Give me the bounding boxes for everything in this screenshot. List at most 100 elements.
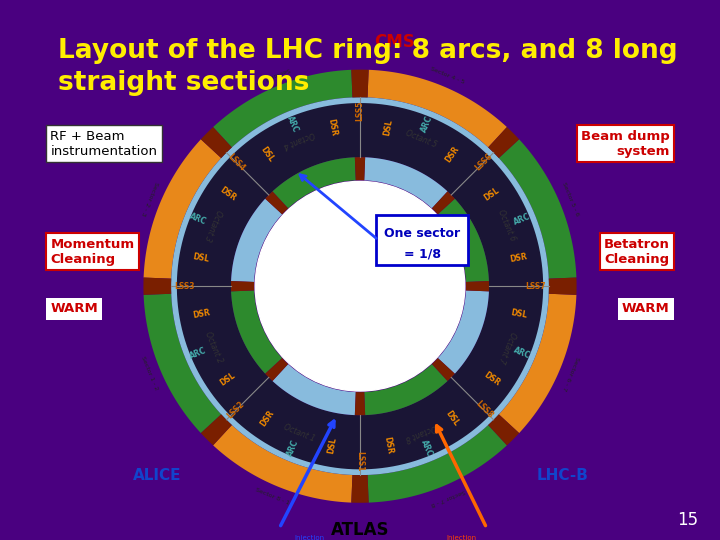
Text: DSR: DSR bbox=[326, 118, 338, 137]
Polygon shape bbox=[499, 294, 577, 433]
Polygon shape bbox=[143, 278, 171, 295]
Polygon shape bbox=[355, 157, 365, 180]
Polygon shape bbox=[438, 291, 489, 374]
Text: LSS4: LSS4 bbox=[226, 152, 247, 173]
Polygon shape bbox=[265, 358, 288, 381]
Text: Momentum
Cleaning: Momentum Cleaning bbox=[50, 238, 135, 266]
Text: ARC: ARC bbox=[189, 346, 208, 361]
Polygon shape bbox=[355, 392, 365, 415]
Polygon shape bbox=[488, 414, 519, 446]
Text: DSL: DSL bbox=[259, 145, 276, 164]
Text: Sector 2 - 3: Sector 2 - 3 bbox=[140, 181, 158, 217]
Polygon shape bbox=[466, 281, 489, 292]
Polygon shape bbox=[201, 414, 232, 446]
Polygon shape bbox=[231, 281, 254, 292]
Polygon shape bbox=[432, 191, 455, 214]
Text: ARC: ARC bbox=[189, 212, 208, 227]
Polygon shape bbox=[499, 139, 577, 279]
Polygon shape bbox=[143, 294, 221, 433]
Text: ARC: ARC bbox=[512, 346, 531, 361]
Text: DSR: DSR bbox=[509, 252, 528, 264]
Text: DSR: DSR bbox=[192, 308, 211, 320]
Polygon shape bbox=[367, 70, 507, 147]
Text: RF + Beam
instrumentation: RF + Beam instrumentation bbox=[50, 130, 158, 158]
Text: WARM: WARM bbox=[50, 302, 98, 315]
Text: LSS6: LSS6 bbox=[473, 152, 494, 173]
Text: LSS3: LSS3 bbox=[175, 282, 195, 291]
Text: Sector 7 - 8: Sector 7 - 8 bbox=[430, 488, 465, 506]
Text: Sector 5 - 6: Sector 5 - 6 bbox=[562, 181, 580, 217]
Text: WARM: WARM bbox=[622, 302, 670, 315]
Polygon shape bbox=[549, 278, 577, 295]
Polygon shape bbox=[351, 475, 369, 503]
Text: DSL: DSL bbox=[382, 118, 394, 136]
Polygon shape bbox=[272, 364, 356, 415]
Text: DSL: DSL bbox=[326, 436, 338, 454]
Text: ALICE: ALICE bbox=[133, 468, 181, 483]
Text: Octant 3: Octant 3 bbox=[202, 208, 224, 242]
Text: Layout of the LHC ring: 8 arcs, and 8 long
straight sections: Layout of the LHC ring: 8 arcs, and 8 lo… bbox=[58, 38, 678, 96]
Polygon shape bbox=[351, 70, 369, 97]
FancyBboxPatch shape bbox=[376, 215, 468, 266]
Text: Octant 4: Octant 4 bbox=[282, 129, 316, 150]
Text: DSR: DSR bbox=[482, 370, 502, 387]
Circle shape bbox=[255, 181, 465, 391]
Text: LSS2: LSS2 bbox=[226, 400, 247, 421]
Polygon shape bbox=[213, 70, 353, 147]
Text: 15: 15 bbox=[678, 511, 698, 529]
Polygon shape bbox=[265, 191, 288, 214]
Text: = 1/8: = 1/8 bbox=[404, 247, 441, 260]
Text: ARC: ARC bbox=[420, 114, 434, 134]
Text: ARC: ARC bbox=[286, 114, 300, 134]
Text: Sector 1 - 2: Sector 1 - 2 bbox=[140, 356, 158, 392]
Text: DSL: DSL bbox=[510, 308, 528, 320]
Text: LSS7: LSS7 bbox=[525, 282, 546, 291]
Text: ARC: ARC bbox=[420, 438, 434, 458]
Text: Octant 5: Octant 5 bbox=[404, 129, 438, 150]
Text: Sector 8 - 1: Sector 8 - 1 bbox=[255, 488, 290, 506]
Text: DSR: DSR bbox=[382, 436, 394, 455]
Text: Octant 8: Octant 8 bbox=[404, 423, 438, 443]
Polygon shape bbox=[201, 127, 232, 158]
Text: Sector 3 - 4: Sector 3 - 4 bbox=[255, 66, 291, 85]
Text: Betatron
Cleaning: Betatron Cleaning bbox=[604, 238, 670, 266]
Text: Octant 1: Octant 1 bbox=[282, 423, 316, 443]
Text: ARC: ARC bbox=[512, 212, 531, 227]
Text: CMS: CMS bbox=[374, 33, 415, 51]
Text: ATLAS: ATLAS bbox=[330, 521, 390, 539]
Polygon shape bbox=[231, 199, 282, 282]
Polygon shape bbox=[364, 364, 448, 415]
Text: DSR: DSR bbox=[258, 409, 276, 428]
Polygon shape bbox=[438, 199, 489, 282]
Text: Beam dump
system: Beam dump system bbox=[581, 130, 670, 158]
Text: LSS8: LSS8 bbox=[473, 400, 495, 421]
Polygon shape bbox=[171, 97, 549, 475]
Text: Octant 2: Octant 2 bbox=[202, 330, 224, 364]
Text: Injection: Injection bbox=[446, 535, 477, 540]
Text: DSL: DSL bbox=[444, 409, 461, 428]
Text: DSL: DSL bbox=[482, 185, 502, 202]
Text: LHC-B: LHC-B bbox=[537, 468, 589, 483]
Text: One sector: One sector bbox=[384, 227, 460, 240]
Polygon shape bbox=[367, 425, 507, 503]
Polygon shape bbox=[143, 139, 221, 279]
Polygon shape bbox=[272, 157, 356, 208]
Text: DSR: DSR bbox=[444, 144, 462, 164]
Text: Injection: Injection bbox=[294, 535, 325, 540]
Text: Sector 4 - 5: Sector 4 - 5 bbox=[430, 66, 465, 85]
Text: Sector 6 - 7: Sector 6 - 7 bbox=[562, 356, 580, 392]
Polygon shape bbox=[213, 425, 353, 503]
Text: LSS1: LSS1 bbox=[356, 451, 364, 471]
Text: DSL: DSL bbox=[192, 252, 210, 264]
Text: DSR: DSR bbox=[218, 185, 238, 202]
Polygon shape bbox=[171, 97, 549, 475]
Text: DSL: DSL bbox=[218, 370, 238, 387]
Polygon shape bbox=[488, 127, 519, 158]
Text: Octant 7: Octant 7 bbox=[496, 330, 518, 364]
Text: LSS5: LSS5 bbox=[356, 101, 364, 122]
Polygon shape bbox=[364, 157, 448, 208]
Text: ARC: ARC bbox=[286, 438, 300, 458]
Polygon shape bbox=[432, 358, 455, 381]
Text: Octant 6: Octant 6 bbox=[496, 208, 518, 242]
Polygon shape bbox=[231, 291, 282, 374]
